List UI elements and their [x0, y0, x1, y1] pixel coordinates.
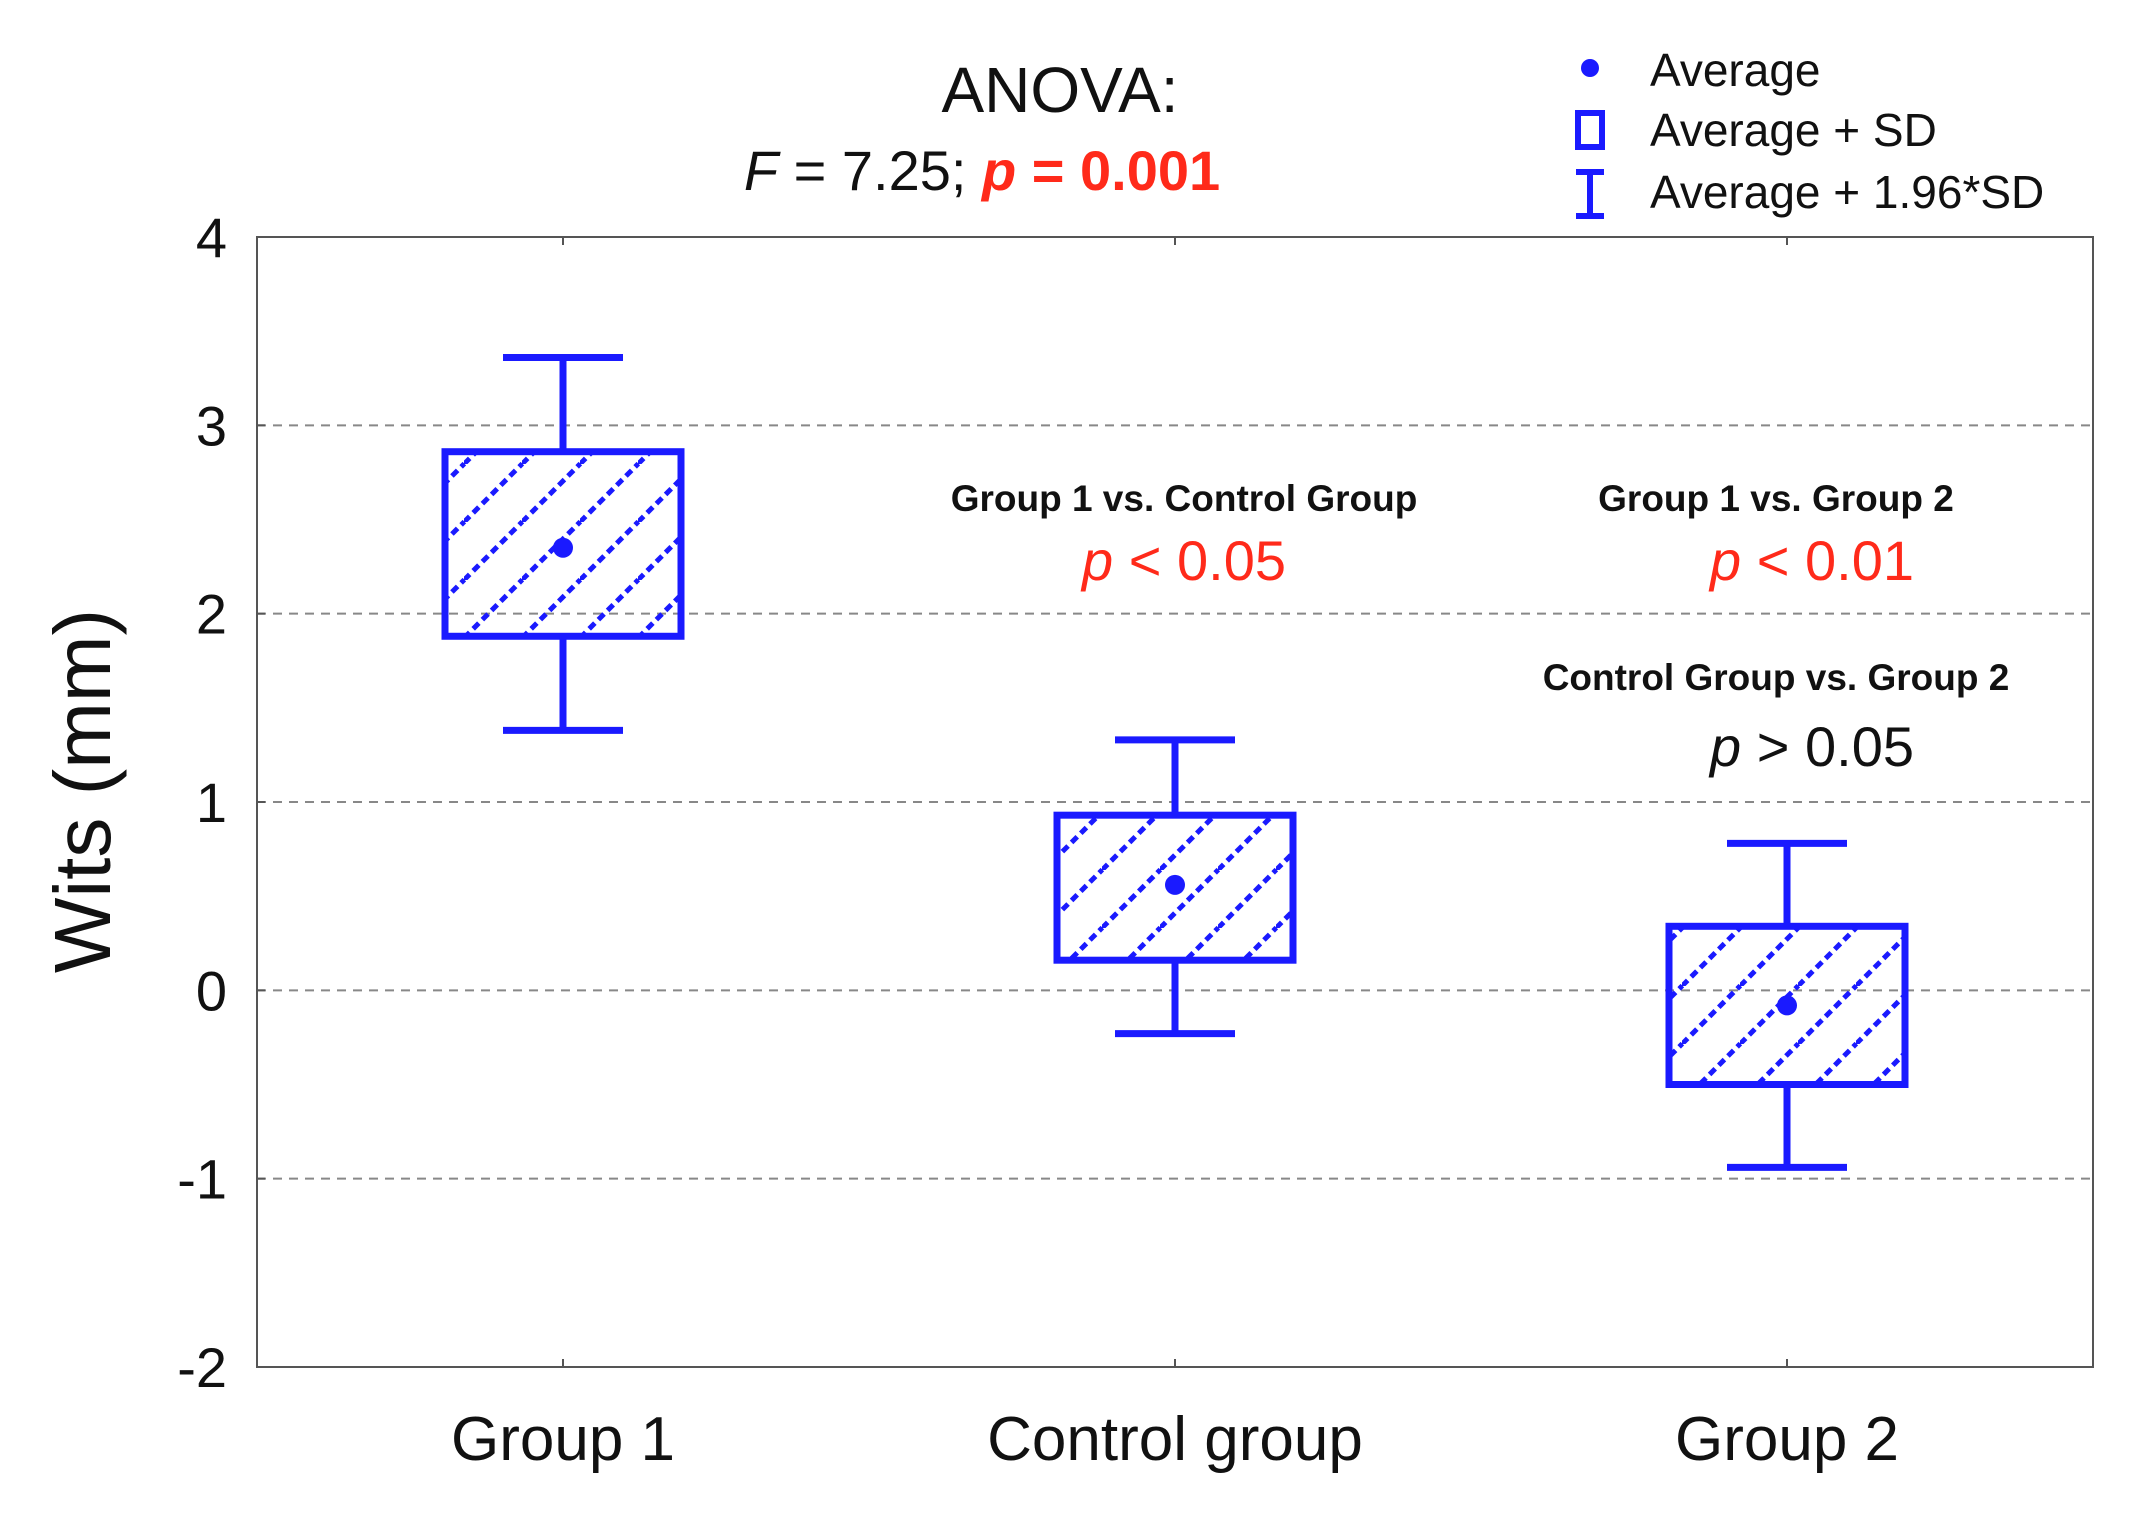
comparison-3-p: p > 0.05	[1708, 715, 1914, 778]
comparison-2-p-text: < 0.01	[1741, 529, 1914, 592]
comparison-2-title: Group 1 vs. Group 2	[1598, 478, 1954, 519]
box-group-2	[1665, 839, 1909, 1171]
comparison-1-p-text: < 0.05	[1113, 529, 1286, 592]
legend-average-marker	[1581, 59, 1599, 77]
y-tick-label-0: -2	[177, 1336, 227, 1399]
y-tick-labels: -2 -1 0 1 2 3 4	[177, 206, 227, 1399]
f-symbol: F	[744, 139, 781, 202]
legend-label-average: Average	[1650, 44, 1821, 96]
y-tick-label-2: 0	[196, 959, 227, 1022]
comparison-3-p-symbol: p	[1708, 715, 1741, 778]
x-tick-label-2: Group 2	[1675, 1405, 1899, 1474]
anova-p-value: = 0.001	[1016, 139, 1220, 202]
y-tick-label-4: 2	[196, 583, 227, 646]
y-axis-label: Wits (mm)	[38, 609, 127, 973]
box-group-0	[441, 354, 685, 734]
x-tick-label-0: Group 1	[451, 1405, 675, 1474]
y-tick-label-5: 3	[196, 394, 227, 457]
chart-subtitle: F = 7.25; p = 0.001	[744, 139, 1220, 202]
legend-label-whisker: Average + 1.96*SD	[1650, 166, 2044, 218]
f-value: = 7.25;	[778, 139, 982, 202]
y-tick-label-6: 4	[196, 206, 227, 269]
average-point-2	[1777, 995, 1797, 1016]
anova-p-symbol: p	[980, 139, 1016, 202]
comparison-2-p-symbol: p	[1708, 529, 1741, 592]
comparison-3-p-text: > 0.05	[1741, 715, 1914, 778]
comparison-1-title: Group 1 vs. Control Group	[951, 478, 1418, 519]
box-series	[441, 354, 1909, 1171]
x-tick-label-1: Control group	[987, 1405, 1363, 1474]
legend-sd-marker	[1575, 110, 1605, 150]
y-tick-label-1: -1	[177, 1148, 227, 1211]
comparison-1-p-symbol: p	[1080, 529, 1113, 592]
chart-title: ANOVA:	[941, 54, 1178, 126]
y-tick-label-3: 1	[196, 771, 227, 834]
legend-label-sd: Average + SD	[1650, 104, 1937, 156]
average-point-0	[553, 537, 573, 558]
box-group-1	[1053, 736, 1297, 1038]
comparison-3-title: Control Group vs. Group 2	[1543, 657, 2010, 698]
comparison-1-p: p < 0.05	[1080, 529, 1286, 592]
axis-ticks	[257, 236, 1788, 1368]
legend: Average Average + SD Average + 1.96*SD	[1575, 44, 2044, 219]
legend-whisker-marker	[1576, 169, 1604, 219]
comparison-2-p: p < 0.01	[1708, 529, 1914, 592]
average-point-1	[1165, 874, 1185, 895]
comparison-annotations: Group 1 vs. Control Group p < 0.05 Group…	[951, 478, 2010, 778]
x-tick-labels: Group 1 Control group Group 2	[451, 1405, 1899, 1474]
